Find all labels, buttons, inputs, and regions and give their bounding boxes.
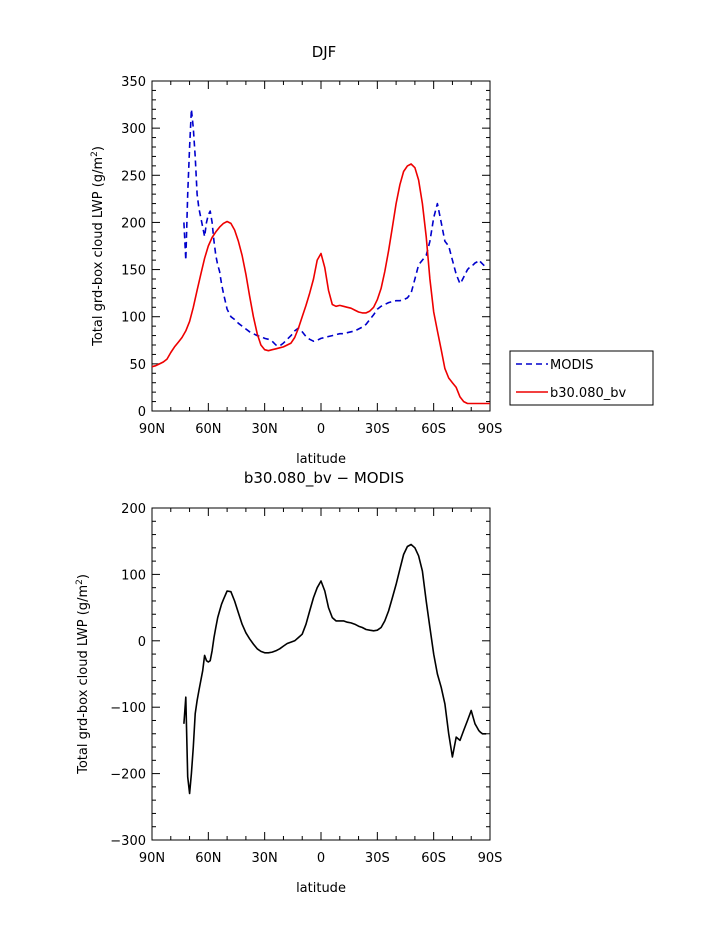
top-x-tick-label: 90S — [478, 422, 503, 437]
top-ticks: 90N 60N 30N 0 30S 60S 90S 0 50 100 150 200 250 300 350 — [121, 75, 502, 437]
bottom-y-tick-label: −100 — [110, 701, 146, 716]
bottom-x-tick-label: 30N — [252, 851, 278, 866]
top-panel: DJF 90N 60N 30N 0 30S 60S 90S 0 50 100 150 200 250 30… — [90, 43, 502, 467]
top-y-tick-label: 0 — [138, 405, 146, 420]
top-x-tick-label: 90N — [139, 422, 165, 437]
top-x-tick-label: 0 — [317, 422, 325, 437]
bottom-ticks: 90N 60N 30N 0 30S 60S 90S −300 −200 −100 0 100 200 — [110, 502, 502, 866]
bottom-x-tick-label: 90S — [478, 851, 503, 866]
top-y-axis-label: Total grd-box cloud LWP (g/m2) — [90, 146, 106, 347]
top-plot-frame — [151, 80, 491, 412]
top-y-tick-label: 300 — [121, 122, 146, 137]
bottom-x-tick-label: 30S — [365, 851, 390, 866]
bottom-x-tick-label: 60S — [421, 851, 446, 866]
top-series-line-modis — [183, 108, 487, 347]
bottom-chart-title: b30.080_bv − MODIS — [244, 469, 404, 488]
top-series-line-b30-080-bv — [151, 163, 490, 405]
bottom-series — [183, 543, 487, 795]
top-y-tick-label: 150 — [121, 264, 146, 279]
bottom-y-tick-label: −200 — [110, 768, 146, 783]
bottom-series-line-difference — [183, 543, 487, 795]
top-series — [151, 108, 490, 405]
legend-box — [509, 350, 654, 406]
top-y-label-main: Total grd-box cloud LWP (g/m — [91, 157, 106, 347]
top-y-tick-label: 350 — [121, 75, 146, 90]
top-x-tick-label: 60N — [195, 422, 221, 437]
legend-label-modis: MODIS — [550, 358, 594, 373]
top-y-tick-label: 200 — [121, 216, 146, 231]
top-y-tick-label: 50 — [129, 358, 146, 373]
top-chart-title: DJF — [312, 43, 337, 61]
bottom-y-tick-label: 100 — [121, 568, 146, 583]
top-y-label-end: ) — [91, 146, 106, 151]
bottom-y-tick-label: 200 — [121, 502, 146, 517]
bottom-x-tick-label: 90N — [139, 851, 165, 866]
bottom-y-label-end: ) — [76, 574, 91, 579]
bottom-y-tick-label: 0 — [138, 635, 146, 650]
top-x-axis-label: latitude — [296, 452, 346, 467]
bottom-panel: b30.080_bv − MODIS 90N 60N 30N 0 30S 60S 90S −3… — [75, 469, 502, 896]
bottom-y-label-sup: 2 — [75, 579, 85, 585]
top-x-tick-label: 30S — [365, 422, 390, 437]
top-x-tick-label: 60S — [421, 422, 446, 437]
top-y-tick-label: 100 — [121, 311, 146, 326]
bottom-x-tick-label: 60N — [195, 851, 221, 866]
bottom-x-axis-label: latitude — [296, 881, 346, 896]
top-y-label-sup: 2 — [90, 151, 100, 157]
top-y-tick-label: 250 — [121, 169, 146, 184]
bottom-y-axis-label: Total grd-box cloud LWP (g/m2) — [75, 574, 91, 775]
bottom-y-tick-label: −300 — [110, 834, 146, 849]
bottom-y-label-main: Total grd-box cloud LWP (g/m — [76, 585, 91, 775]
bottom-x-tick-label: 0 — [317, 851, 325, 866]
legend-label-model: b30.080_bv — [550, 386, 626, 401]
top-x-tick-label: 30N — [252, 422, 278, 437]
legend: MODIS b30.080_bv — [509, 350, 654, 406]
